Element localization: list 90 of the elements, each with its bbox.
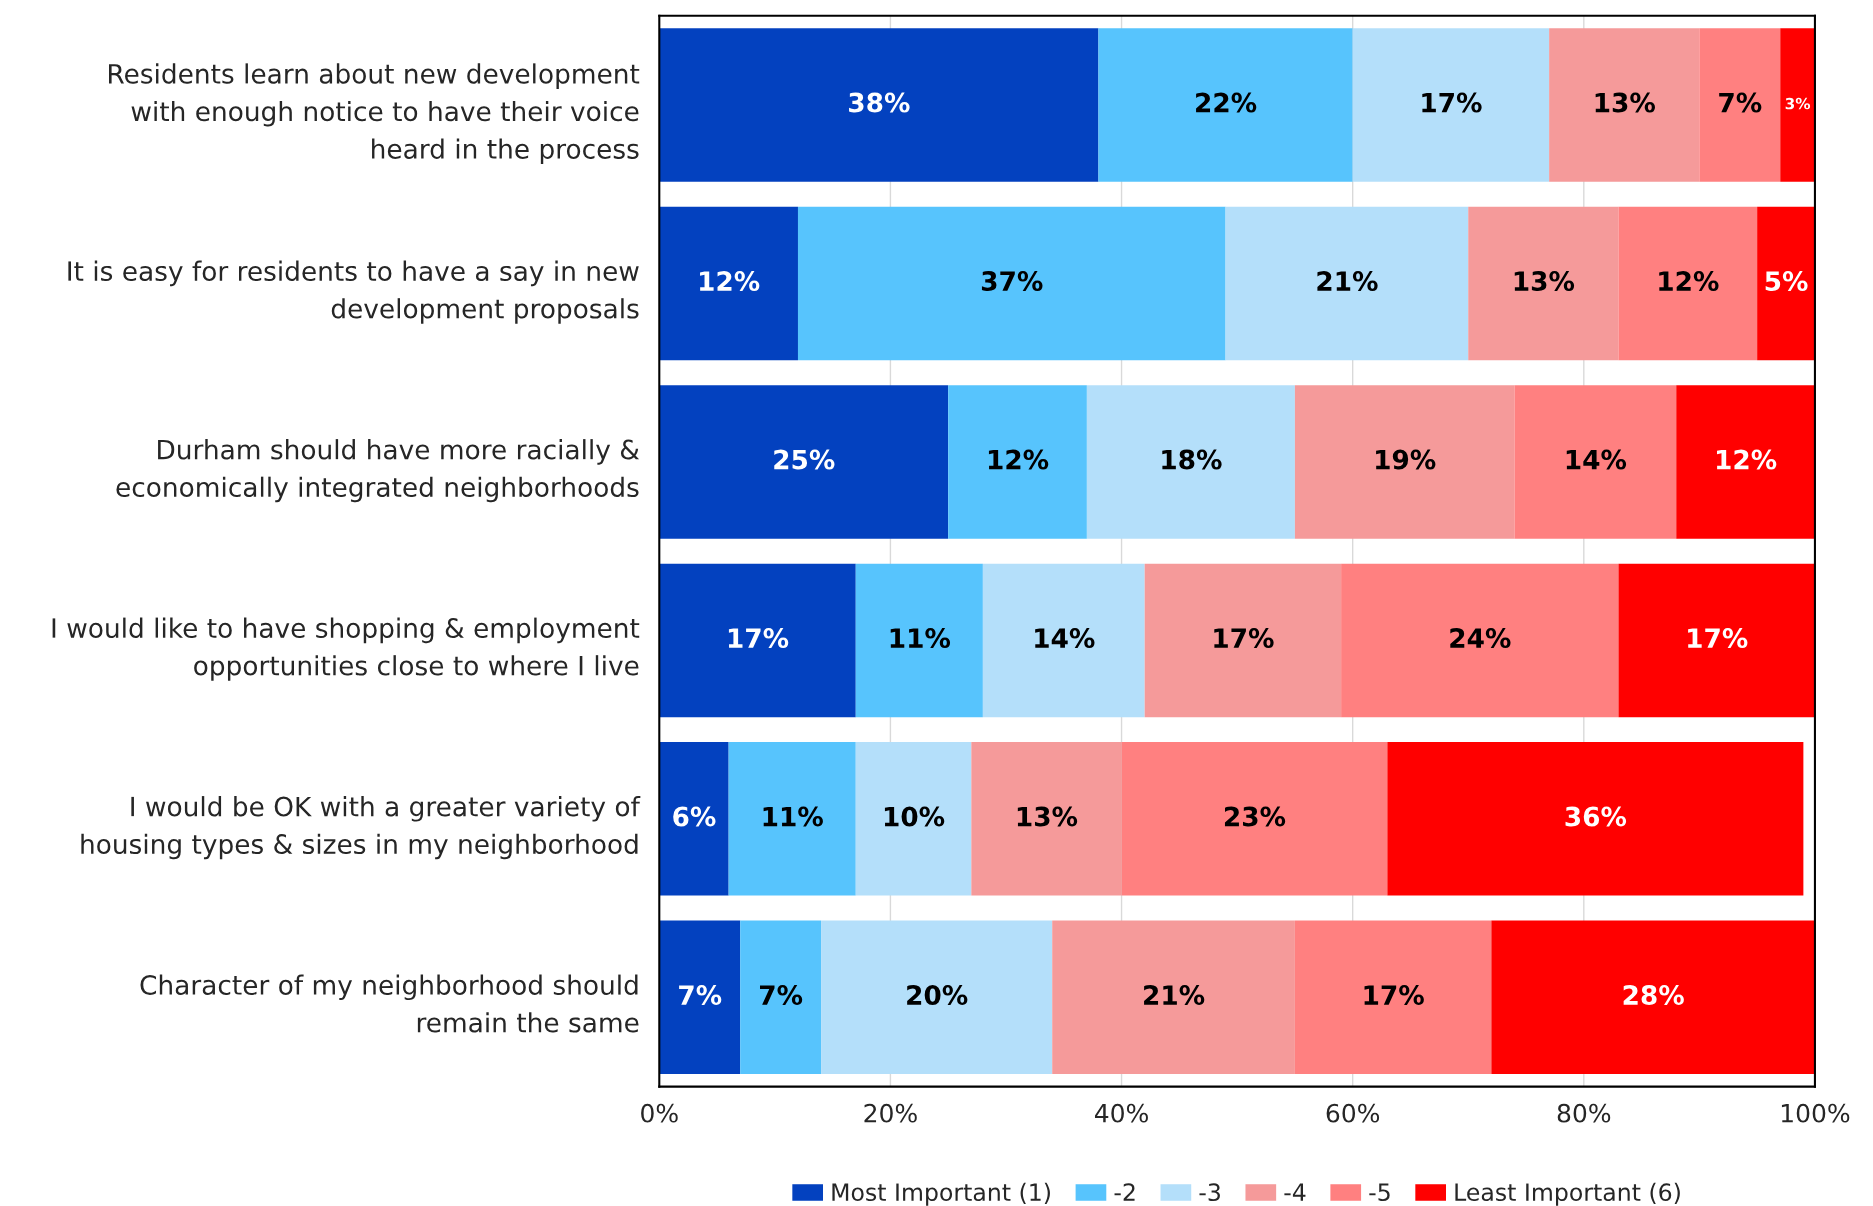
data-label: 14% <box>1035 628 1095 649</box>
x-tick-label: 40% <box>1094 1103 1148 1123</box>
bar <box>1341 563 1619 718</box>
bar <box>659 385 949 539</box>
bar <box>659 742 729 896</box>
legend-label: -4 <box>1284 1183 1306 1201</box>
legend-label: Least Important (6) <box>1455 1182 1680 1206</box>
data-label: 24% <box>1450 628 1511 649</box>
bar <box>1699 28 1781 182</box>
bar <box>659 563 856 718</box>
bar <box>982 563 1145 718</box>
x-tick-label: 20% <box>864 1103 917 1123</box>
data-label: 38% <box>849 92 910 113</box>
bar <box>1618 206 1758 361</box>
bar <box>659 920 741 1075</box>
bar <box>740 920 822 1075</box>
data-label: 23% <box>1224 806 1286 827</box>
bar <box>1144 563 1342 718</box>
bar <box>1676 385 1815 539</box>
data-label: 20% <box>907 985 968 1006</box>
bar <box>948 385 1087 539</box>
data-label: 12% <box>1659 271 1719 292</box>
data-label: 18% <box>1162 449 1222 470</box>
data-label: 17% <box>728 628 789 649</box>
data-label: 6% <box>673 806 716 827</box>
data-label: 3% <box>1785 97 1811 110</box>
bar <box>1549 28 1700 182</box>
bar <box>728 742 856 896</box>
bar <box>1052 920 1295 1075</box>
bar <box>1780 28 1815 182</box>
bar <box>1086 385 1295 539</box>
bar <box>1757 206 1815 361</box>
bar <box>971 742 1122 896</box>
data-label: 36% <box>1565 806 1627 827</box>
x-tick-label: 80% <box>1557 1103 1611 1123</box>
bar <box>855 563 983 718</box>
y-tick-label: I would like to have shopping & employment opportunities close to where I live <box>52 617 640 681</box>
y-tick-label: It is easy for residents to have a say in new development proposals <box>68 260 639 324</box>
data-label: 17% <box>1688 628 1748 649</box>
x-tick-label: 100% <box>1781 1103 1850 1123</box>
bar <box>1225 206 1469 361</box>
data-label: 11% <box>890 628 951 649</box>
legend-label: Most Important (1) <box>832 1182 1050 1206</box>
legend-label: -5 <box>1369 1183 1390 1202</box>
bar <box>1514 385 1677 539</box>
bar <box>1491 920 1815 1075</box>
data-label: 14% <box>1566 449 1627 470</box>
y-tick-label: I would be OK with a greater variety of housing types & sizes in my neighborhood <box>81 796 641 860</box>
data-label: 12% <box>1716 449 1777 470</box>
bar <box>821 920 1053 1075</box>
data-label: 17% <box>1364 985 1424 1006</box>
legend-label: -3 <box>1199 1183 1220 1202</box>
data-label: 37% <box>981 271 1043 292</box>
legend-label: -2 <box>1114 1183 1135 1201</box>
bar <box>1468 206 1619 361</box>
data-label: 7% <box>679 985 722 1006</box>
bar <box>1294 920 1492 1075</box>
y-tick-label: Character of my neighborhood should remain the same <box>140 974 639 1033</box>
data-label: 19% <box>1376 449 1436 470</box>
data-label: 12% <box>700 271 760 292</box>
data-label: 21% <box>1317 271 1378 292</box>
bar <box>1098 28 1353 182</box>
bar <box>659 206 798 361</box>
data-label: 5% <box>1765 271 1808 292</box>
bar <box>1387 742 1804 896</box>
data-label: 21% <box>1144 985 1205 1006</box>
bar <box>659 28 1099 182</box>
data-label: 13% <box>1595 92 1655 113</box>
data-label: 28% <box>1623 985 1684 1006</box>
bar <box>1294 385 1515 539</box>
bar <box>1121 742 1388 896</box>
bar <box>797 206 1226 361</box>
data-label: 10% <box>884 806 945 827</box>
data-label: 7% <box>1719 92 1762 113</box>
bar <box>855 742 972 896</box>
bar <box>1618 563 1815 718</box>
data-label: 7% <box>760 985 803 1006</box>
y-tick-label: Durham should have more racially & economically integrated neighborhoods <box>116 439 640 503</box>
y-tick-label: Residents learn about new development with enough notice to have their voice heard in the process <box>109 63 640 165</box>
data-label: 12% <box>988 449 1049 470</box>
data-label: 22% <box>1196 92 1257 113</box>
data-label: 25% <box>774 449 835 470</box>
bar <box>1352 28 1550 182</box>
data-label: 17% <box>1214 628 1274 649</box>
data-label: 17% <box>1422 92 1482 113</box>
x-tick-label: 0% <box>641 1103 678 1123</box>
x-tick-label: 60% <box>1326 1103 1380 1123</box>
data-label: 11% <box>763 806 823 827</box>
data-label: 13% <box>1514 271 1575 292</box>
data-label: 13% <box>1017 806 1078 827</box>
